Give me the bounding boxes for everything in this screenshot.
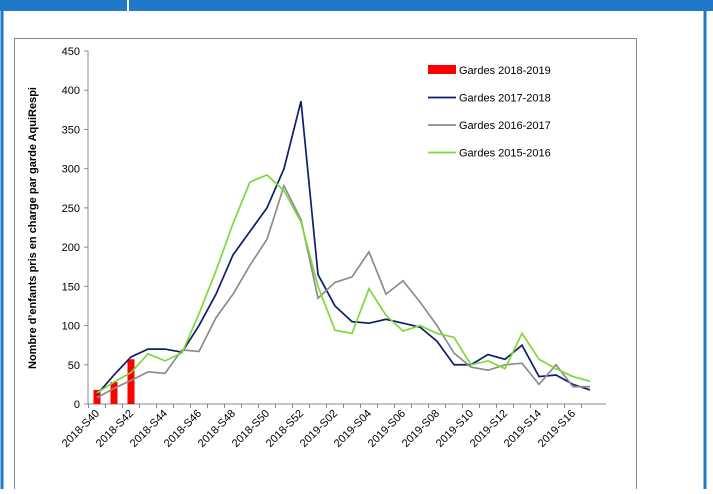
bar (110, 382, 118, 404)
y-tick-label: 300 (62, 164, 80, 176)
y-tick-label: 400 (62, 85, 80, 97)
y-tick-label: 450 (62, 46, 80, 58)
y-tick-label: 100 (62, 321, 80, 333)
y-tick-label: 250 (62, 203, 80, 215)
line (96, 100, 591, 396)
y-tick-label: 150 (62, 281, 80, 293)
bar (127, 359, 135, 404)
legend-swatch (428, 65, 456, 74)
legend-label: Gardes 2017-2018 (459, 93, 551, 105)
chart-frame (14, 38, 637, 494)
line (96, 173, 591, 394)
y-axis-label: Nombre d’enfants pris en charge par gard… (27, 87, 39, 369)
top-bar (0, 0, 713, 11)
y-tick-label: 0 (74, 399, 80, 411)
tab-divider (127, 0, 129, 11)
y-tick-label: 50 (68, 360, 80, 372)
legend-label: Gardes 2015-2016 (459, 148, 551, 160)
y-tick-label: 200 (62, 242, 80, 254)
legend-label: Gardes 2018-2019 (459, 65, 551, 77)
legend-label: Gardes 2016-2017 (459, 120, 551, 132)
y-tick-label: 350 (62, 124, 80, 136)
